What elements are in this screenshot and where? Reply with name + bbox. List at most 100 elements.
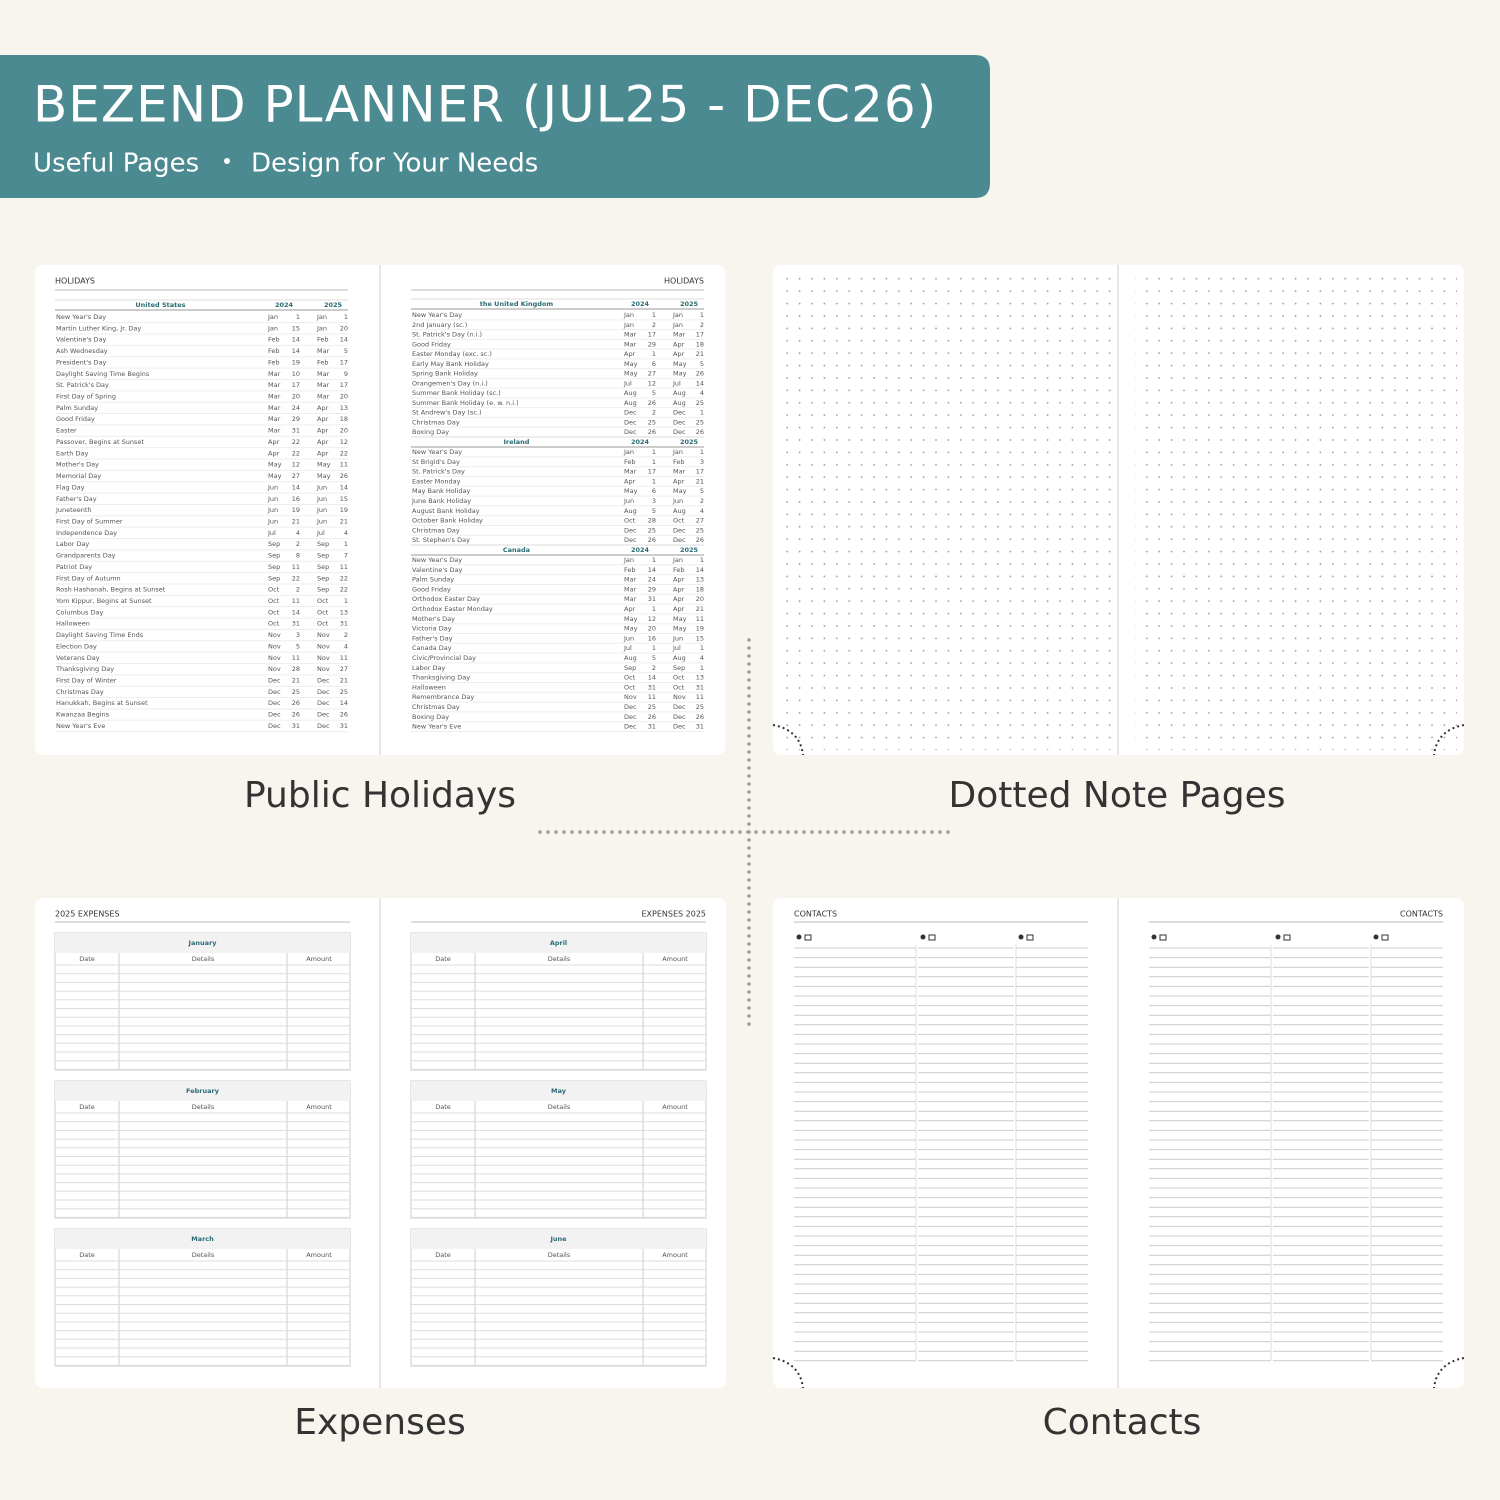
holiday-cell: Columbus Day [56,608,103,616]
holiday-cell: Jun [316,495,327,503]
holiday-cell: Apr [268,438,280,446]
holiday-cell: 31 [292,722,300,730]
holiday-cell: 16 [648,634,656,642]
banner-subtitle: Useful Pages [33,149,199,179]
holiday-cell: Jan [623,448,634,456]
holiday-cell: Apr [673,605,685,613]
icon [1373,934,1379,940]
holiday-cell: 19 [292,506,300,514]
holiday-cell: Jun [267,495,278,503]
holiday-cell: 25 [292,688,300,696]
column-header: Details [548,1103,571,1111]
holiday-cell: May [624,625,638,633]
holiday-cell: 1 [700,311,704,319]
holiday-cell: Jun [267,506,278,514]
holiday-cell: Dec [673,526,686,534]
holiday-cell: 11 [340,654,348,662]
holiday-cell: Nov [317,631,330,639]
holiday-cell: 14 [340,699,348,707]
holiday-cell: 1 [700,644,704,652]
holiday-cell: 1 [652,477,656,485]
holiday-cell: 2 [700,321,704,329]
holiday-cell: Jan [623,321,634,329]
holiday-cell: Feb [268,347,280,355]
holiday-cell: 20 [340,324,348,332]
holiday-cell: Jul [623,379,632,387]
holiday-cell: Good Friday [412,340,451,348]
holiday-cell: Christmas Day [56,688,104,696]
holiday-cell: Nov [673,693,686,701]
holiday-cell: May [317,461,331,469]
holiday-cell: 22 [292,574,300,582]
holiday-cell: Good Friday [412,585,451,593]
holiday-cell: Jul [267,529,276,537]
holiday-cell: 31 [648,723,656,731]
holiday-cell: Dec [624,418,637,426]
caption: Contacts [1043,1402,1202,1443]
holiday-cell: Boxing Day [412,428,449,436]
holiday-cell: Independence Day [56,529,117,537]
holiday-cell: Dec [268,711,281,719]
section-title: the United Kingdom [480,300,554,308]
holiday-cell: 26 [292,711,300,719]
holiday-cell: Jun [316,483,327,491]
holiday-cell: 21 [292,517,300,525]
column-header: Amount [662,1103,688,1111]
dot-grid [780,270,1112,750]
holiday-cell: Mar [268,404,281,412]
holiday-cell: Dec [673,418,686,426]
month-name: May [551,1087,567,1095]
column-header: Details [548,955,571,963]
holiday-cell: 2 [652,409,656,417]
month-name: April [550,939,567,947]
holiday-cell: Mar [317,393,330,401]
holiday-cell: 11 [340,563,348,571]
holiday-cell: 26 [696,428,704,436]
holiday-cell: 12 [340,438,348,446]
holiday-cell: Dec [268,677,281,685]
holiday-cell: 26 [696,370,704,378]
section-title: Canada [503,546,530,554]
holiday-cell: Dec [673,723,686,731]
holiday-cell: Apr [624,350,636,358]
holiday-cell: 31 [696,723,704,731]
year-header: 2024 [631,546,650,554]
holiday-cell: 18 [696,585,704,593]
holiday-cell: 27 [648,370,656,378]
holiday-cell: 7 [344,552,348,560]
holiday-cell: 25 [340,688,348,696]
holiday-cell: Jun [316,506,327,514]
column-header: Details [192,1251,215,1259]
holiday-cell: 11 [648,693,656,701]
holiday-cell: St. Patrick's Day [412,468,465,476]
holiday-cell: Halloween [412,683,446,691]
holiday-cell: Aug [624,399,637,407]
column-header: Details [192,1103,215,1111]
holiday-cell: Apr [317,415,329,423]
holiday-cell: Oct [268,608,280,616]
holiday-cell: Dec [317,699,330,707]
holiday-cell: May [268,472,282,480]
holiday-cell: 14 [648,566,656,574]
holiday-cell: Sep [268,552,280,560]
holiday-cell: Boxing Day [412,713,449,721]
holiday-cell: Summer Bank Holiday (sc.) [412,389,501,397]
holiday-cell: Orangemen's Day (n.i.) [412,379,488,387]
holiday-cell: Dec [317,722,330,730]
holiday-cell: Feb [317,336,329,344]
holiday-cell: Dec [624,713,637,721]
holiday-cell: 25 [648,703,656,711]
holiday-cell: 20 [340,393,348,401]
holiday-cell: 14 [340,336,348,344]
caption: Expenses [294,1402,466,1443]
holiday-cell: 14 [696,379,704,387]
holiday-cell: 13 [340,608,348,616]
holiday-cell: Nov [317,654,330,662]
holiday-cell: 11 [292,563,300,571]
holiday-cell: 20 [292,393,300,401]
holiday-cell: 1 [700,556,704,564]
holiday-cell: 16 [292,495,300,503]
holiday-cell: 26 [648,399,656,407]
holiday-cell: Mar [673,331,686,339]
holiday-cell: 12 [648,615,656,623]
